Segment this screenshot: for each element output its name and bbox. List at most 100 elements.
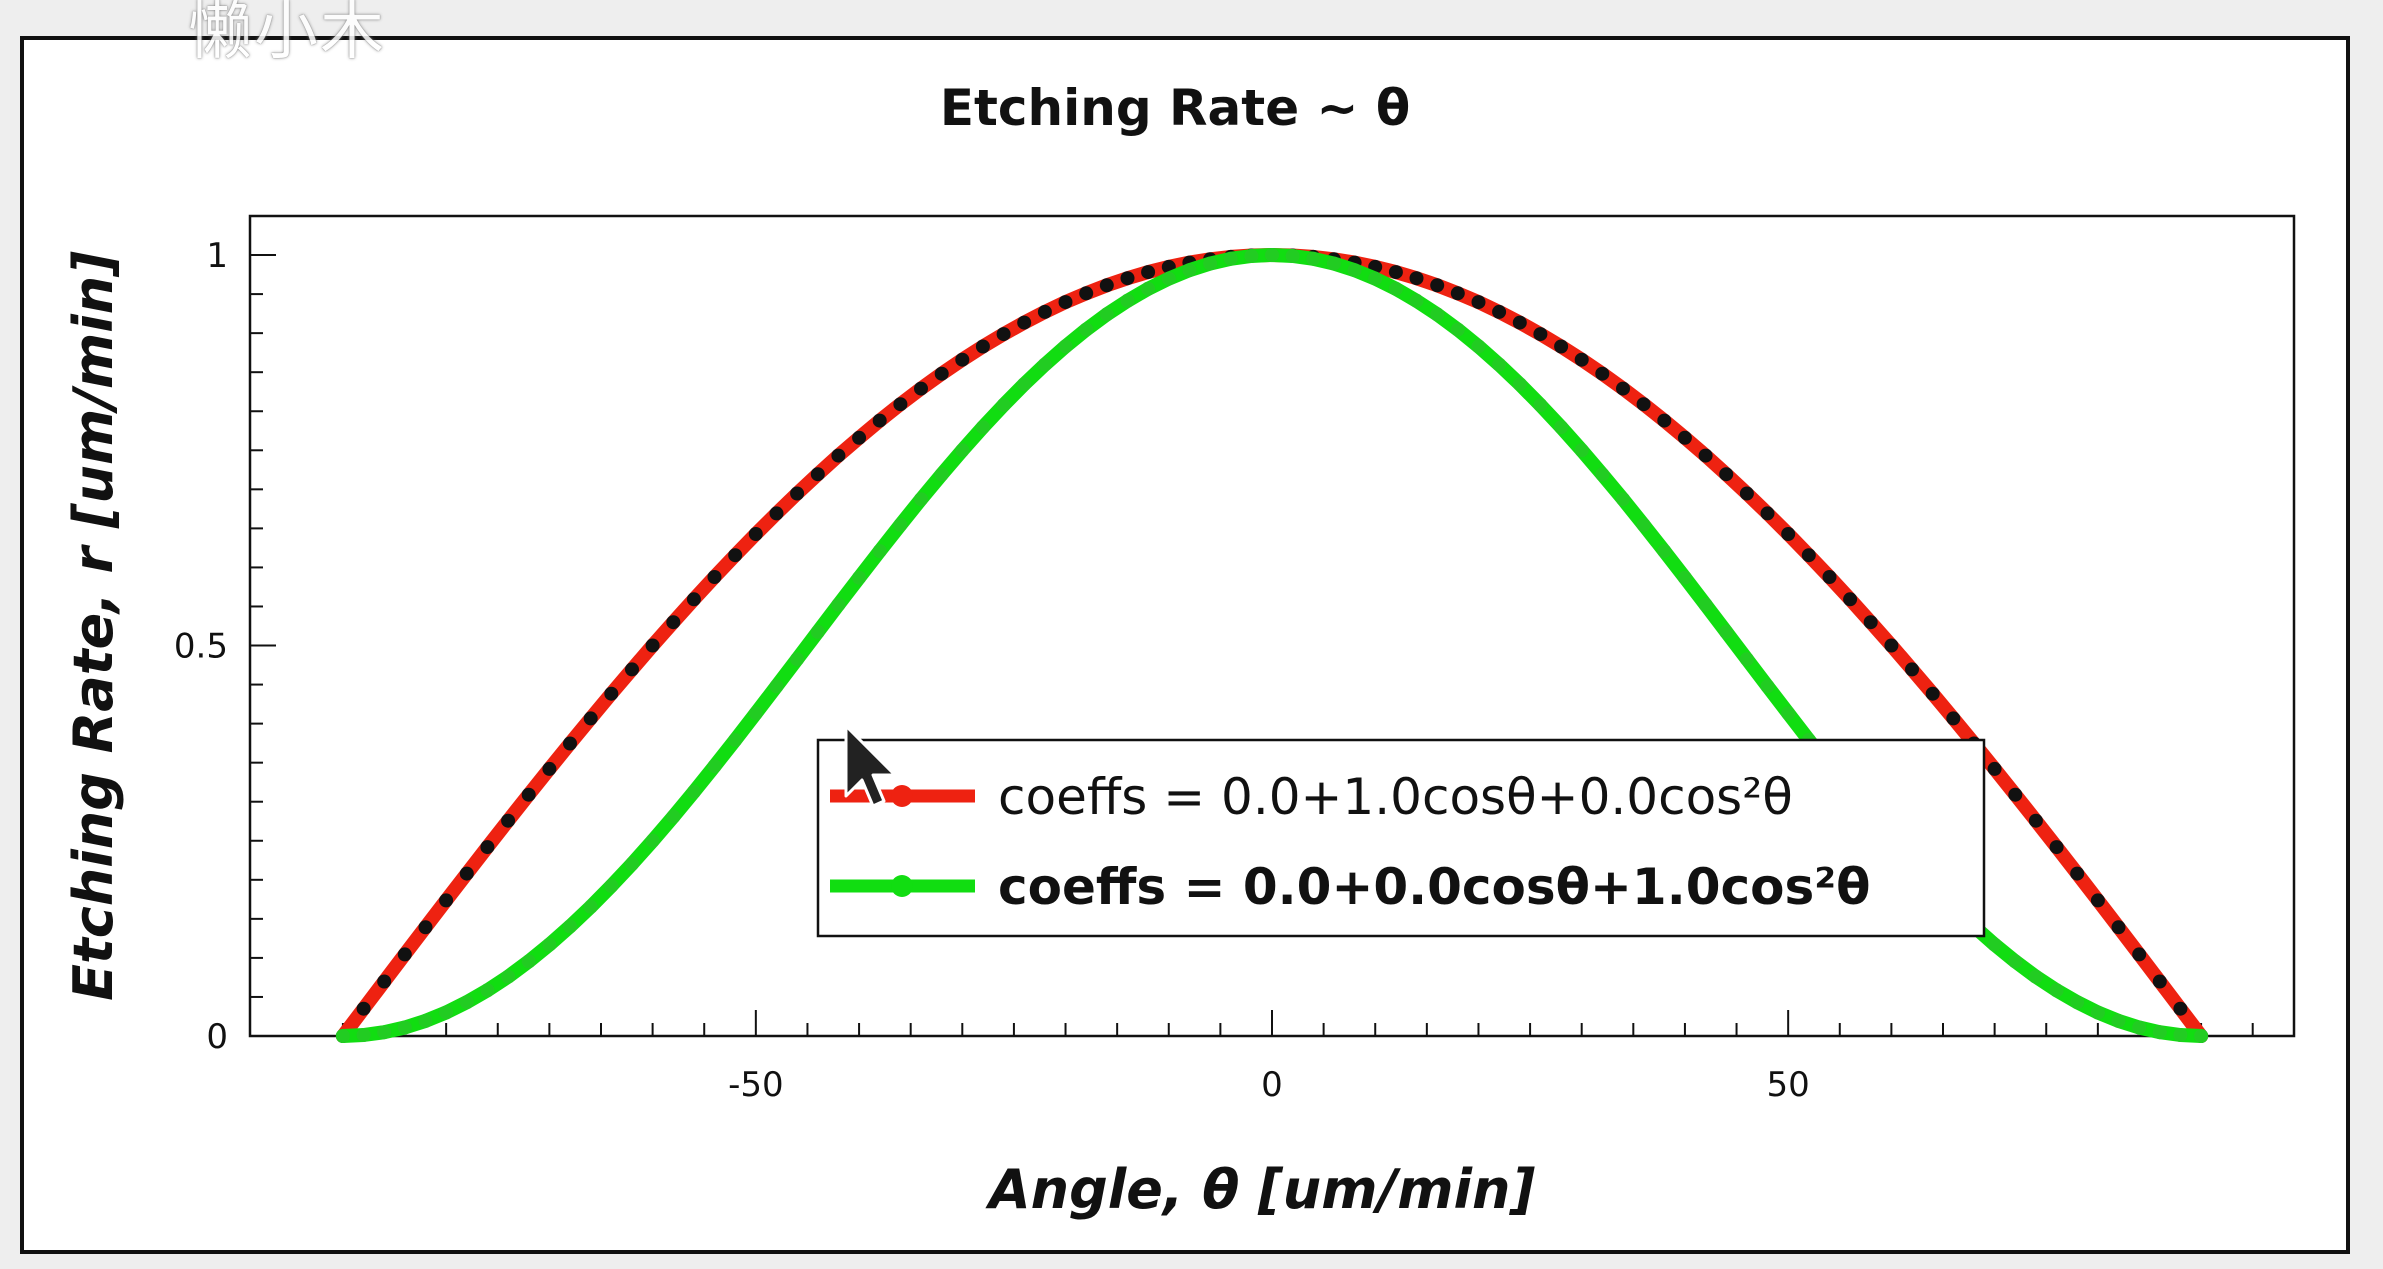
data-point (1719, 467, 1734, 482)
data-point (1905, 662, 1919, 677)
data-point (728, 733, 743, 747)
data-point (501, 969, 516, 984)
data-point (356, 1028, 371, 1042)
legend-entry-1: coeffs = 0.0+1.0cosθ+0.0cos²θ (830, 768, 1793, 826)
data-point (748, 706, 763, 721)
data-point (542, 937, 557, 952)
data-point (1863, 615, 1878, 630)
data-point (1698, 448, 1713, 463)
legend: coeffs = 0.0+1.0cosθ+0.0cos²θ coeffs = 0.… (816, 738, 1986, 938)
y-tick-label: 0.5 (174, 627, 228, 667)
data-point (2090, 893, 2105, 908)
data-point (1223, 251, 1238, 266)
data-point (1595, 366, 1610, 381)
data-point (1616, 381, 1630, 396)
data-point (645, 638, 660, 653)
data-point (1079, 286, 1094, 301)
data-point (604, 878, 619, 893)
data-point (1554, 339, 1569, 354)
data-point (975, 339, 990, 354)
data-point (1058, 339, 1073, 354)
data-point (583, 711, 598, 726)
data-point (1533, 398, 1548, 413)
data-point (686, 592, 701, 607)
data-point (1182, 263, 1197, 278)
data-point (1987, 937, 2002, 952)
data-point (831, 597, 846, 612)
data-point (1657, 544, 1672, 559)
legend-marker (891, 785, 913, 807)
y-tick-label: 1 (206, 236, 228, 276)
data-point (1884, 638, 1899, 653)
axis-ticks (250, 254, 2254, 1037)
data-point (934, 366, 949, 381)
data-point (1574, 352, 1589, 367)
data-point (810, 624, 825, 639)
data-point (1636, 517, 1651, 532)
data-point (666, 615, 681, 630)
data-point (1141, 281, 1156, 296)
data-point (2049, 840, 2064, 855)
data-point (666, 809, 681, 824)
x-tick-label: 50 (1767, 1065, 1810, 1105)
data-point (748, 527, 763, 541)
axis-tick-labels: -50 0 50 0 0.5 1 (174, 236, 1810, 1105)
data-point (604, 686, 619, 701)
data-point (852, 430, 867, 445)
data-point (480, 983, 495, 998)
data-point (1533, 327, 1548, 342)
data-point (2194, 1029, 2209, 1043)
data-point (521, 787, 536, 802)
data-point (1822, 570, 1837, 584)
data-point (1244, 249, 1259, 263)
chart-title: Etching Rate ~ θ (940, 79, 1410, 137)
data-point (955, 443, 970, 458)
data-point (1781, 706, 1796, 721)
data-point (2111, 1013, 2126, 1028)
data-point (2028, 969, 2043, 984)
data-point (397, 1020, 412, 1035)
data-point (790, 652, 805, 667)
data-point (1657, 413, 1672, 428)
data-point (975, 420, 990, 435)
data-point (1616, 492, 1630, 507)
data-point (1141, 265, 1156, 280)
data-point (356, 1001, 371, 1016)
data-point (1058, 295, 1073, 310)
data-point (1760, 679, 1775, 694)
legend-box (816, 738, 1986, 938)
data-point (1285, 249, 1300, 263)
data-point (1120, 293, 1135, 308)
data-point (2173, 1028, 2188, 1042)
data-point (934, 467, 949, 482)
data-point (1739, 652, 1754, 667)
data-point (790, 486, 805, 501)
data-point (625, 856, 639, 871)
data-point (1306, 251, 1321, 266)
data-point (1760, 506, 1775, 521)
data-point (2028, 813, 2043, 828)
data-point (1987, 761, 2002, 776)
data-point (893, 517, 908, 532)
y-axis-label: Etching Rate, r [um/min] (62, 251, 125, 1001)
data-point (1843, 592, 1858, 607)
data-point (1079, 322, 1094, 337)
data-point (1492, 304, 1507, 319)
data-point (397, 947, 412, 962)
data-point (831, 448, 846, 463)
data-point (1801, 548, 1816, 563)
data-point (625, 662, 639, 677)
legend-marker (891, 875, 913, 897)
data-point (769, 506, 784, 521)
data-point (1430, 307, 1445, 322)
data-point (1512, 315, 1527, 330)
data-point (996, 327, 1011, 342)
data-point (563, 919, 577, 934)
data-point (2008, 787, 2023, 802)
data-point (1492, 357, 1507, 372)
data-point (1554, 420, 1569, 435)
watermark-text: 懒小木 (188, 0, 386, 69)
data-point (1698, 597, 1713, 612)
data-point (1739, 486, 1754, 501)
